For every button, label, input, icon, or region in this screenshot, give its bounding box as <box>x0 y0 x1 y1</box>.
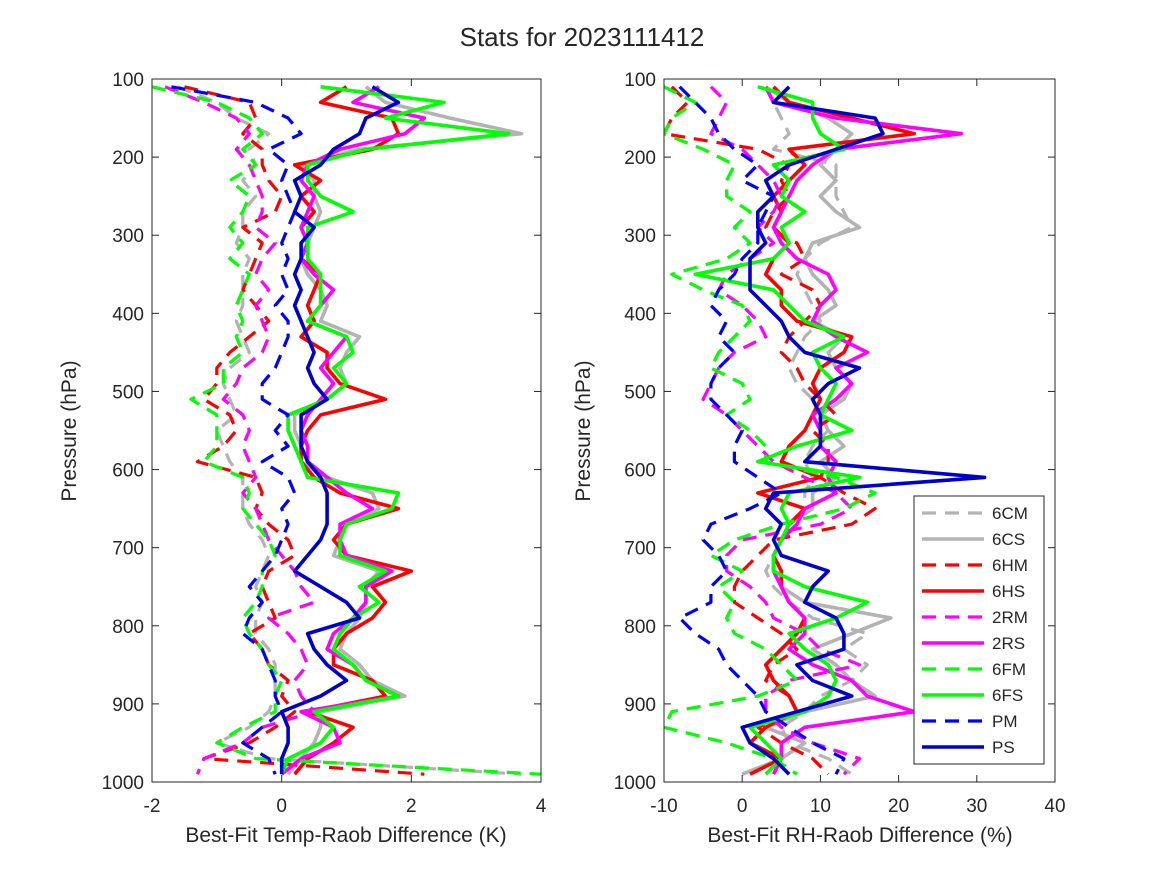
rh-x-tick-label: 30 <box>966 796 987 817</box>
legend-label-6cm: 6CM <box>992 504 1028 523</box>
temp-y-tick-label: 900 <box>112 695 144 716</box>
rh-series-pm <box>677 85 846 775</box>
temp-y-tick-label: 600 <box>112 461 144 482</box>
rh-axes-box <box>663 78 1056 783</box>
figure-title: Stats for 2023111412 <box>460 22 705 52</box>
temp-x-tick-label: 2 <box>406 796 417 817</box>
rh-y-tick-label: 500 <box>624 382 656 403</box>
rh-x-axis-label: Best-Fit RH-Raob Difference (%) <box>707 824 1012 847</box>
rh-series-6fm <box>664 85 877 776</box>
temp-y-tick-label: 500 <box>112 382 144 403</box>
rh-x-tick-label: 10 <box>810 796 831 817</box>
rh-series-6hm <box>664 85 877 776</box>
rh-series-6fs <box>693 85 870 776</box>
temp-plot-area <box>152 79 541 782</box>
temp-series-ps <box>279 85 401 775</box>
rh-y-tick-label: 400 <box>624 304 656 325</box>
legend-label-ps: PS <box>992 738 1015 757</box>
rh-x-tick-label: 0 <box>737 796 748 817</box>
temp-series-6cm <box>177 85 522 776</box>
temp-y-tick-label: 1000 <box>102 773 144 794</box>
legend-label-2rs: 2RS <box>992 634 1025 653</box>
temp-y-tick-label: 400 <box>112 304 144 325</box>
rh-y-tick-label: 700 <box>624 539 656 560</box>
temp-series-6fm <box>152 85 541 776</box>
legend-items: 6CM 6CS 6HM 6HS 2RM 2RS 6FM 6FS PM PS <box>922 504 1028 757</box>
legend-label-6hs: 6HS <box>992 582 1025 601</box>
legend: 6CM 6CS 6HM 6HS 2RM 2RS 6FM 6FS PM PS <box>913 495 1045 765</box>
temp-series-layer <box>152 85 541 776</box>
legend-label-6fm: 6FM <box>992 660 1026 679</box>
temp-x-tick-label: -2 <box>144 796 161 817</box>
temp-x-tick-label: 4 <box>536 796 547 817</box>
temp-y-tick-label: 800 <box>112 617 144 638</box>
rh-y-tick-label: 800 <box>624 617 656 638</box>
rh-series-layer <box>664 85 987 776</box>
temp-series-6cs <box>286 85 524 776</box>
legend-label-pm: PM <box>992 712 1018 731</box>
legend-label-6hm: 6HM <box>992 556 1028 575</box>
rh-y-tick-label: 300 <box>624 226 656 247</box>
rh-x-tick-label: -10 <box>650 796 677 817</box>
rh-y-axis-label: Pressure (hPa) <box>572 360 595 501</box>
legend-label-6cs: 6CS <box>992 530 1025 549</box>
temp-panel: -2 0 2 4 100 200 300 400 500 600 700 800 900 1000 Bes… <box>58 70 547 847</box>
rh-series-ps <box>740 85 987 776</box>
temp-x-tick-label: 0 <box>276 796 287 817</box>
rh-x-tick-label: 40 <box>1044 796 1065 817</box>
legend-label-2rm: 2RM <box>992 608 1028 627</box>
temp-series-6fs <box>280 85 511 775</box>
temp-series-2rm <box>164 85 316 775</box>
temp-series-pm <box>171 85 303 775</box>
rh-series-6cs <box>741 85 893 776</box>
rh-y-tick-label: 1000 <box>614 773 656 794</box>
temp-y-tick-label: 200 <box>112 148 144 169</box>
temp-y-tick-label: 300 <box>112 226 144 247</box>
rh-ticks: -10 0 10 20 30 40 100 200 300 400 500 600 700 800 900 1… <box>614 70 1066 817</box>
rh-y-tick-label: 600 <box>624 461 656 482</box>
rh-y-tick-label: 900 <box>624 695 656 716</box>
temp-y-tick-label: 100 <box>112 70 144 91</box>
temp-series-6hs <box>292 85 414 776</box>
legend-label-6fs: 6FS <box>992 686 1023 705</box>
rh-x-tick-label: 20 <box>888 796 909 817</box>
temp-x-axis-label: Best-Fit Temp-Raob Difference (K) <box>185 824 506 847</box>
rh-y-tick-label: 200 <box>624 148 656 169</box>
temp-y-axis-label: Pressure (hPa) <box>58 360 81 501</box>
rh-series-6hs <box>748 85 917 776</box>
rh-y-tick-label: 100 <box>624 70 656 91</box>
temp-y-tick-label: 700 <box>112 539 144 560</box>
temp-axes-box <box>151 78 542 783</box>
temp-ticks: -2 0 2 4 100 200 300 400 500 600 700 800 900 1000 <box>102 70 547 817</box>
